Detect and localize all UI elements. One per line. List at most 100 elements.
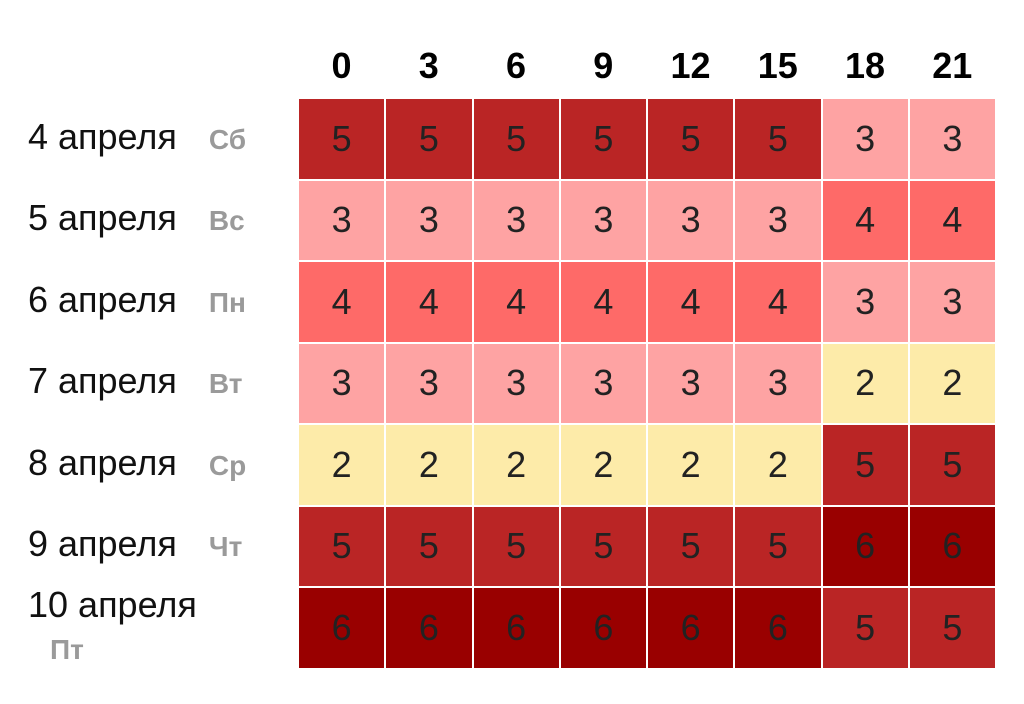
column-header: 21 [932,45,973,86]
weekday: Чт [208,531,243,562]
heat-cell: 2 [559,424,647,506]
heat-cell: 3 [385,179,473,261]
row-label-text: 10 апреля Пт [28,584,260,671]
cell-value: 5 [767,525,788,567]
date: 4 апреля [28,115,177,157]
cell-value: 6 [942,525,963,567]
column-header: 15 [757,45,798,86]
cell-value: 5 [680,117,701,159]
heat-cell: 5 [734,505,822,587]
row-label: 6 апреля Пн [28,261,260,341]
heat-cell: 5 [559,505,647,587]
cell-value: 2 [418,443,439,485]
heat-cell: 5 [821,424,909,506]
cell-value: 5 [942,443,963,485]
cell-value: 4 [942,199,963,241]
heat-cell: 3 [647,342,735,424]
heat-cell: 6 [734,587,822,669]
cell-value: 2 [767,443,788,485]
weekday: Ср [208,449,247,481]
heat-cell: 4 [385,261,473,343]
heat-cell: 3 [908,261,996,343]
heat-cell: 5 [472,98,560,180]
date: 9 апреля [28,523,177,564]
weekday: Вс [208,205,245,236]
heat-cell: 3 [559,179,647,261]
heat-cell: 5 [647,505,735,587]
heat-cell: 3 [472,342,560,424]
heat-cell: 2 [821,342,909,424]
heat-cell: 3 [385,342,473,424]
heat-cell: 6 [385,587,473,669]
row-label-text: 7 апреля Вт [28,360,242,405]
cell-value: 3 [418,199,439,241]
cell-value: 2 [680,443,701,485]
cell-value: 4 [506,280,527,322]
heat-cell: 5 [385,98,473,180]
column-header: 18 [844,45,886,86]
cell-value: 5 [331,117,352,159]
row-label: 4 апреля Сб [28,98,260,178]
column-header: 6 [505,45,527,86]
heat-cell: 4 [908,179,996,261]
cell-value: 5 [680,525,701,567]
cell-value: 3 [331,199,352,241]
row-label: 9 апреля Чт [28,506,260,586]
heat-cell: 3 [559,342,647,424]
cell-value: 2 [331,443,352,485]
row-label-text: 4 апреля Сб [28,116,246,161]
heat-cell: 4 [559,261,647,343]
row-label: 10 апреля Пт [28,584,260,667]
heat-cell: 5 [908,424,996,506]
heat-cell: 3 [908,98,996,180]
cell-value: 4 [593,280,614,322]
column-header: 12 [670,45,711,86]
row-label-text: 8 апреля Ср [28,442,246,487]
heat-cell: 6 [298,587,386,669]
heat-cell: 2 [734,424,822,506]
cell-value: 5 [331,525,352,567]
column-header: 3 [418,45,439,86]
cell-value: 3 [418,362,439,404]
column-header: 9 [593,45,614,86]
heat-cell: 5 [298,98,386,180]
heat-cell: 3 [734,179,822,261]
heat-cell: 3 [472,179,560,261]
weekday: Сб [208,123,247,155]
heat-cell: 5 [821,587,909,669]
row-label-text: 5 апреля Вс [28,197,245,242]
cell-value: 3 [506,362,527,404]
heat-cell: 4 [647,261,735,343]
cell-value: 6 [418,606,439,648]
cell-value: 5 [506,525,527,567]
row-label: 7 апреля Вт [28,343,260,423]
cell-value: 2 [593,443,614,485]
date: 5 апреля [28,197,177,238]
cell-value: 3 [942,280,963,322]
row-label: 5 апреля Вс [28,180,260,260]
cell-value: 4 [331,280,352,322]
heat-cell: 6 [821,505,909,587]
heat-cell: 3 [821,98,909,180]
cell-value: 6 [680,606,701,648]
cell-value: 4 [855,199,876,241]
heat-cell: 2 [298,424,386,506]
date: 10 апреля [28,583,197,625]
cell-value: 6 [506,606,527,648]
cell-value: 3 [680,362,701,404]
cell-value: 3 [855,280,876,322]
row-label-text: 6 апреля Пн [28,279,246,324]
cell-value: 3 [680,199,701,241]
cell-value: 3 [331,362,352,404]
cell-value: 3 [593,362,614,404]
heat-cell: 4 [821,179,909,261]
cell-value: 3 [767,199,788,241]
cell-value: 4 [418,280,439,322]
heat-cell: 4 [734,261,822,343]
heat-cell: 5 [647,98,735,180]
date: 7 апреля [28,360,177,401]
heat-cell: 3 [298,342,386,424]
cell-value: 2 [506,443,527,485]
row-label: 8 апреля Ср [28,424,260,504]
